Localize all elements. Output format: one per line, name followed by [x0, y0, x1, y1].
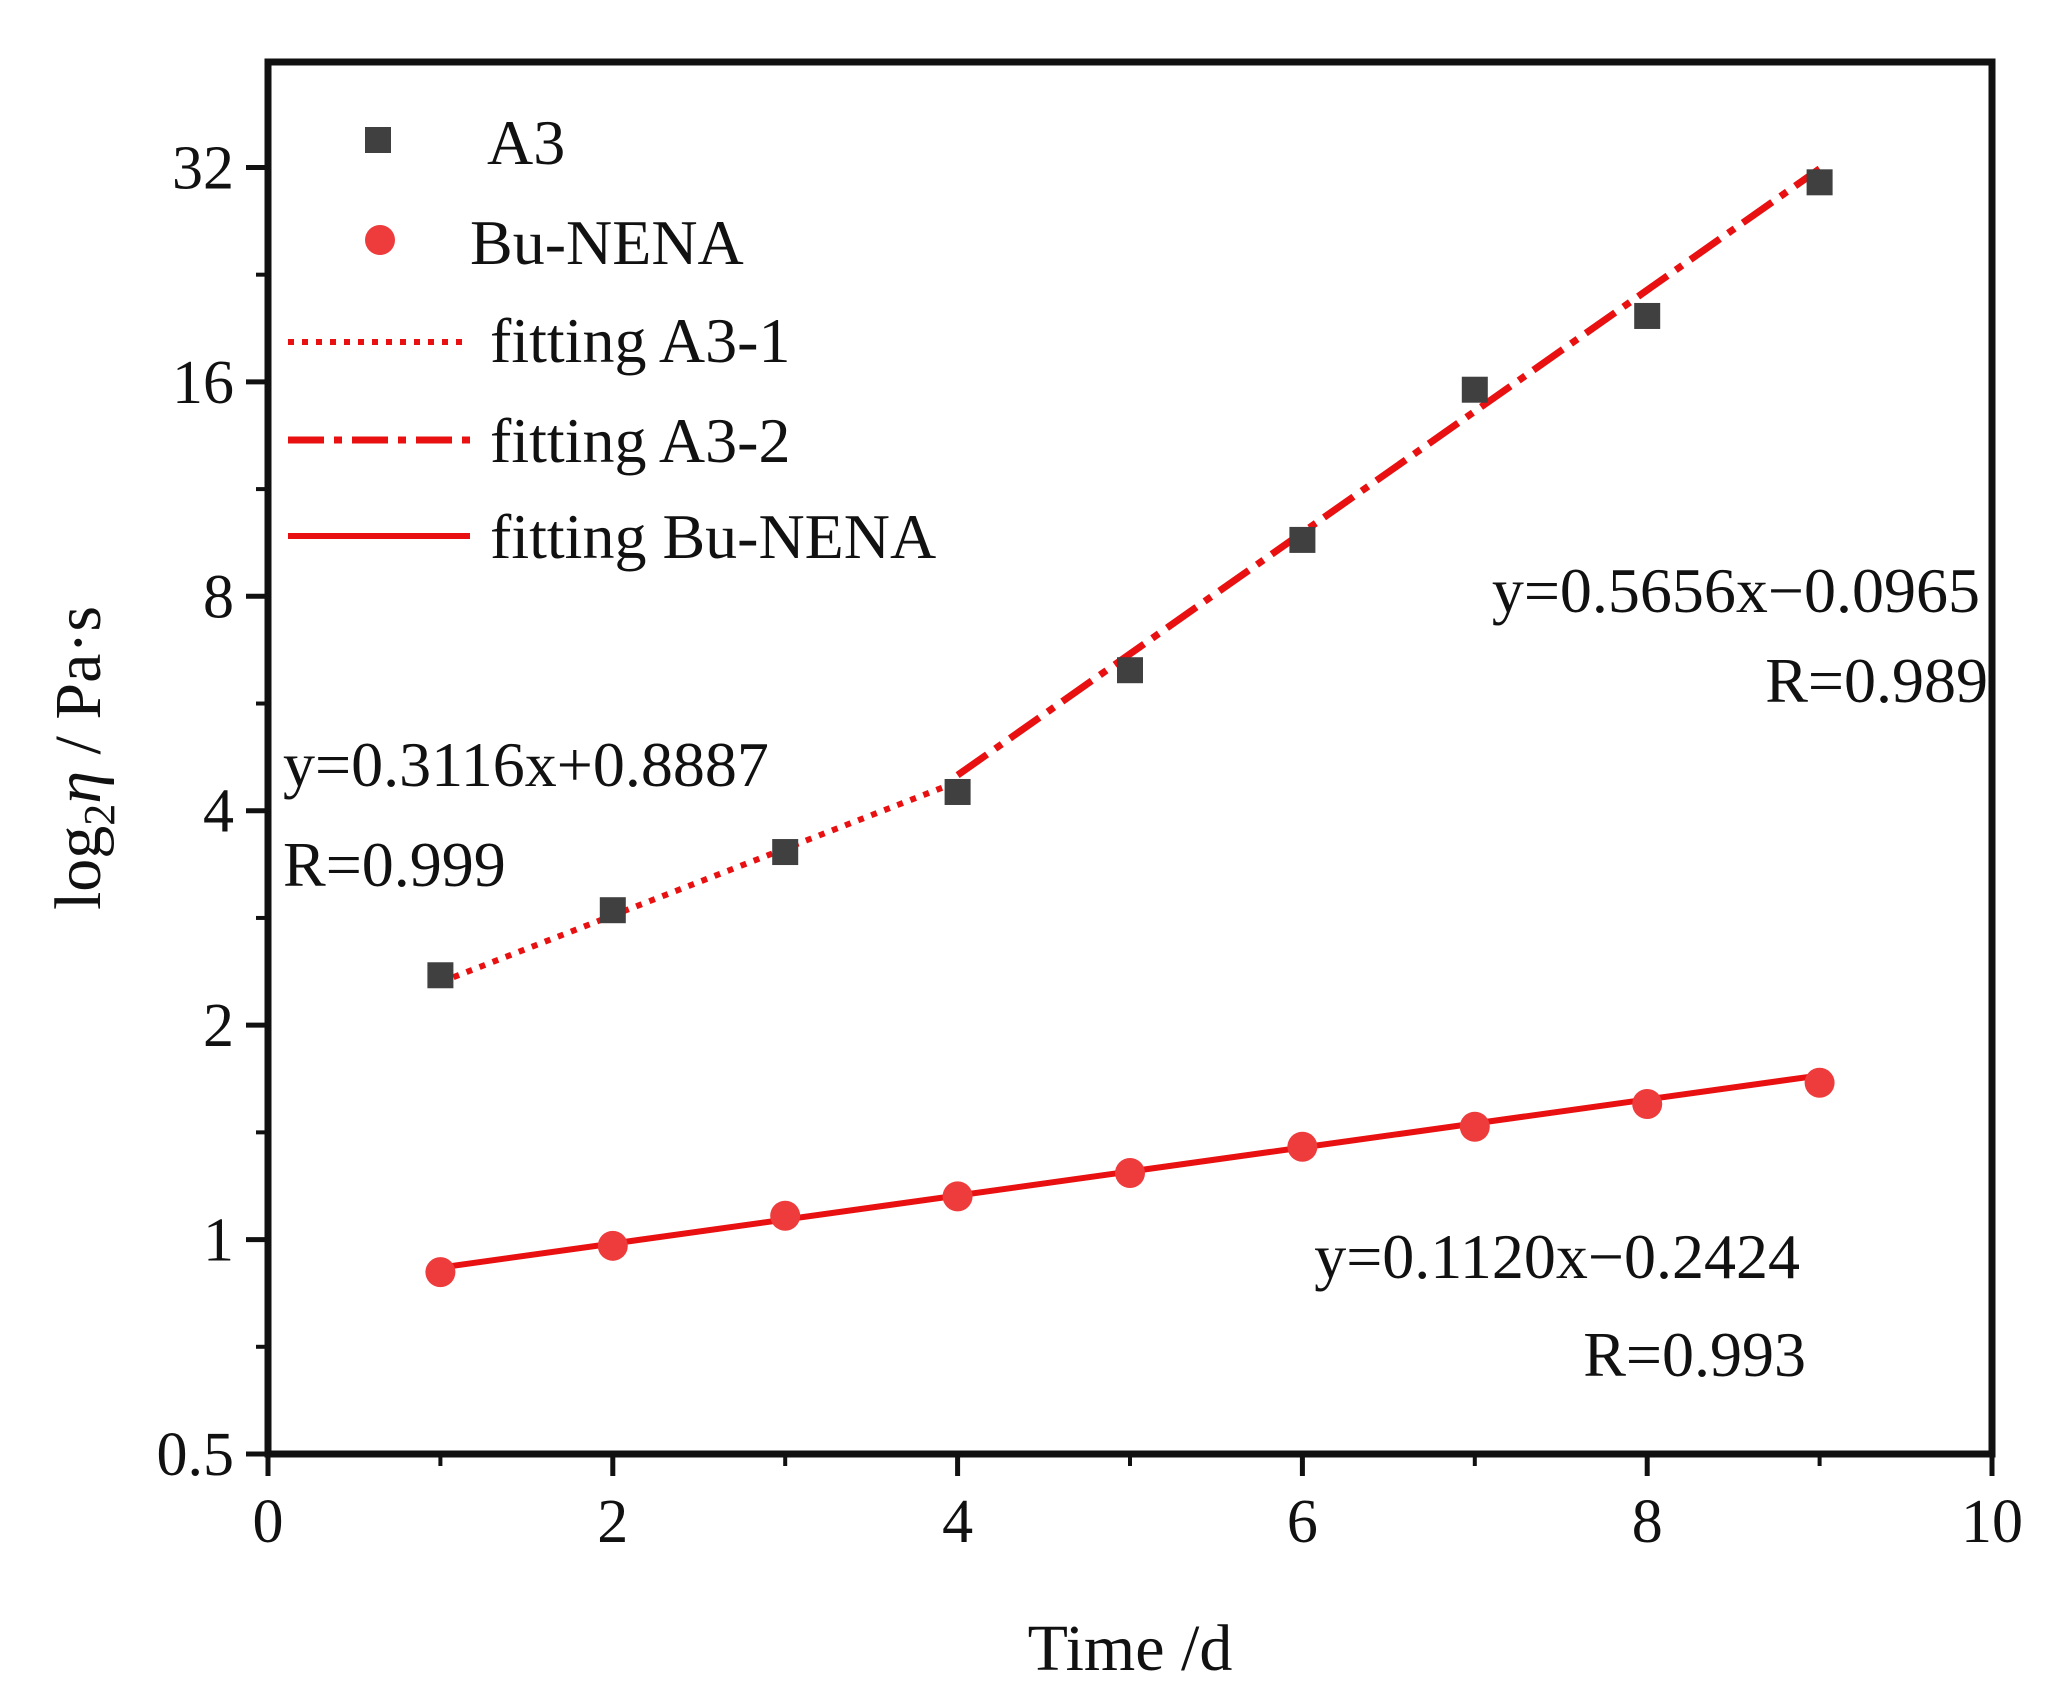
fit-line-fitting-a3-2 [955, 165, 1822, 779]
y-tick-label-2: 2 [203, 992, 234, 1060]
y-tick-label-1: 1 [203, 1207, 234, 1275]
y-axis-title-eta: η [42, 771, 115, 804]
a3-point-5 [1117, 657, 1143, 684]
legend-label-fit-bu-nena: fitting Bu-NENA [490, 501, 936, 572]
legend: A3 Bu-NENA fitting A3-1 fitting A3-2 fit… [288, 107, 936, 572]
legend-marker-bu-nena [365, 225, 395, 255]
legend-label-fit-a3-2: fitting A3-2 [490, 405, 790, 476]
annotation-equation-a3-2: y=0.5656x−0.0965 [1492, 555, 1980, 626]
y-axis-title-unit: / Pa·s [42, 606, 115, 771]
x-tick-label-1: 2 [597, 1488, 628, 1556]
x-tick-label-2: 4 [942, 1488, 973, 1556]
y-axis-title: log2η / Pa·s [42, 606, 124, 910]
y-tick-label-4: 8 [203, 563, 234, 631]
annotations: y=0.3116x+0.8887 R=0.999 y=0.5656x−0.096… [283, 555, 1988, 1390]
annotation-equation-bu-nena: y=0.1120x−0.2424 [1314, 1221, 1800, 1292]
a3-point-2 [599, 897, 626, 924]
x-tick-label-3: 6 [1287, 1488, 1318, 1556]
legend-label-a3: A3 [487, 107, 565, 178]
bu-nena-point-1 [425, 1257, 456, 1288]
markers [425, 169, 1835, 1288]
x-tick-label-5: 10 [1961, 1488, 2023, 1556]
annotation-equation-a3-1: y=0.3116x+0.8887 [283, 729, 769, 800]
bu-nena-point-3 [770, 1200, 801, 1231]
y-tick-label-6: 32 [172, 134, 234, 202]
y-axis: 0.5 1 2 4 8 16 32 [157, 134, 268, 1489]
annotation-r-bu-nena: R=0.993 [1583, 1319, 1806, 1390]
y-tick-label-5: 16 [172, 349, 234, 417]
annotation-r-a3-2: R=0.989 [1765, 645, 1988, 716]
bu-nena-point-2 [597, 1230, 628, 1261]
a3-point-8 [1634, 302, 1661, 329]
a3-point-3 [772, 839, 799, 866]
a3-point-6 [1289, 526, 1316, 553]
bu-nena-point-6 [1287, 1131, 1318, 1162]
annotation-r-a3-1: R=0.999 [283, 829, 506, 900]
x-tick-label-0: 0 [253, 1488, 284, 1556]
bu-nena-point-9 [1804, 1067, 1835, 1098]
y-tick-label-3: 4 [203, 778, 234, 846]
a3-point-4 [944, 778, 971, 805]
a3-point-7 [1461, 376, 1488, 403]
legend-label-bu-nena: Bu-NENA [470, 207, 744, 278]
bu-nena-point-8 [1632, 1089, 1663, 1120]
fit-line-fitting-a3-1 [439, 778, 959, 986]
bu-nena-point-5 [1115, 1158, 1145, 1189]
bu-nena-point-4 [942, 1181, 973, 1212]
x-axis-title: Time /d [1028, 1612, 1233, 1685]
y-axis-title-base: 2 [75, 804, 124, 826]
bu-nena-point-7 [1459, 1111, 1490, 1142]
legend-marker-a3 [365, 127, 391, 153]
x-tick-label-4: 8 [1632, 1488, 1663, 1556]
legend-label-fit-a3-1: fitting A3-1 [490, 305, 790, 376]
a3-point-1 [427, 962, 454, 989]
x-axis: 0 2 4 6 8 10 [253, 1454, 2023, 1556]
a3-point-9 [1806, 169, 1833, 196]
y-axis-title-log: log [42, 826, 115, 910]
y-tick-label-0: 0.5 [157, 1421, 235, 1489]
